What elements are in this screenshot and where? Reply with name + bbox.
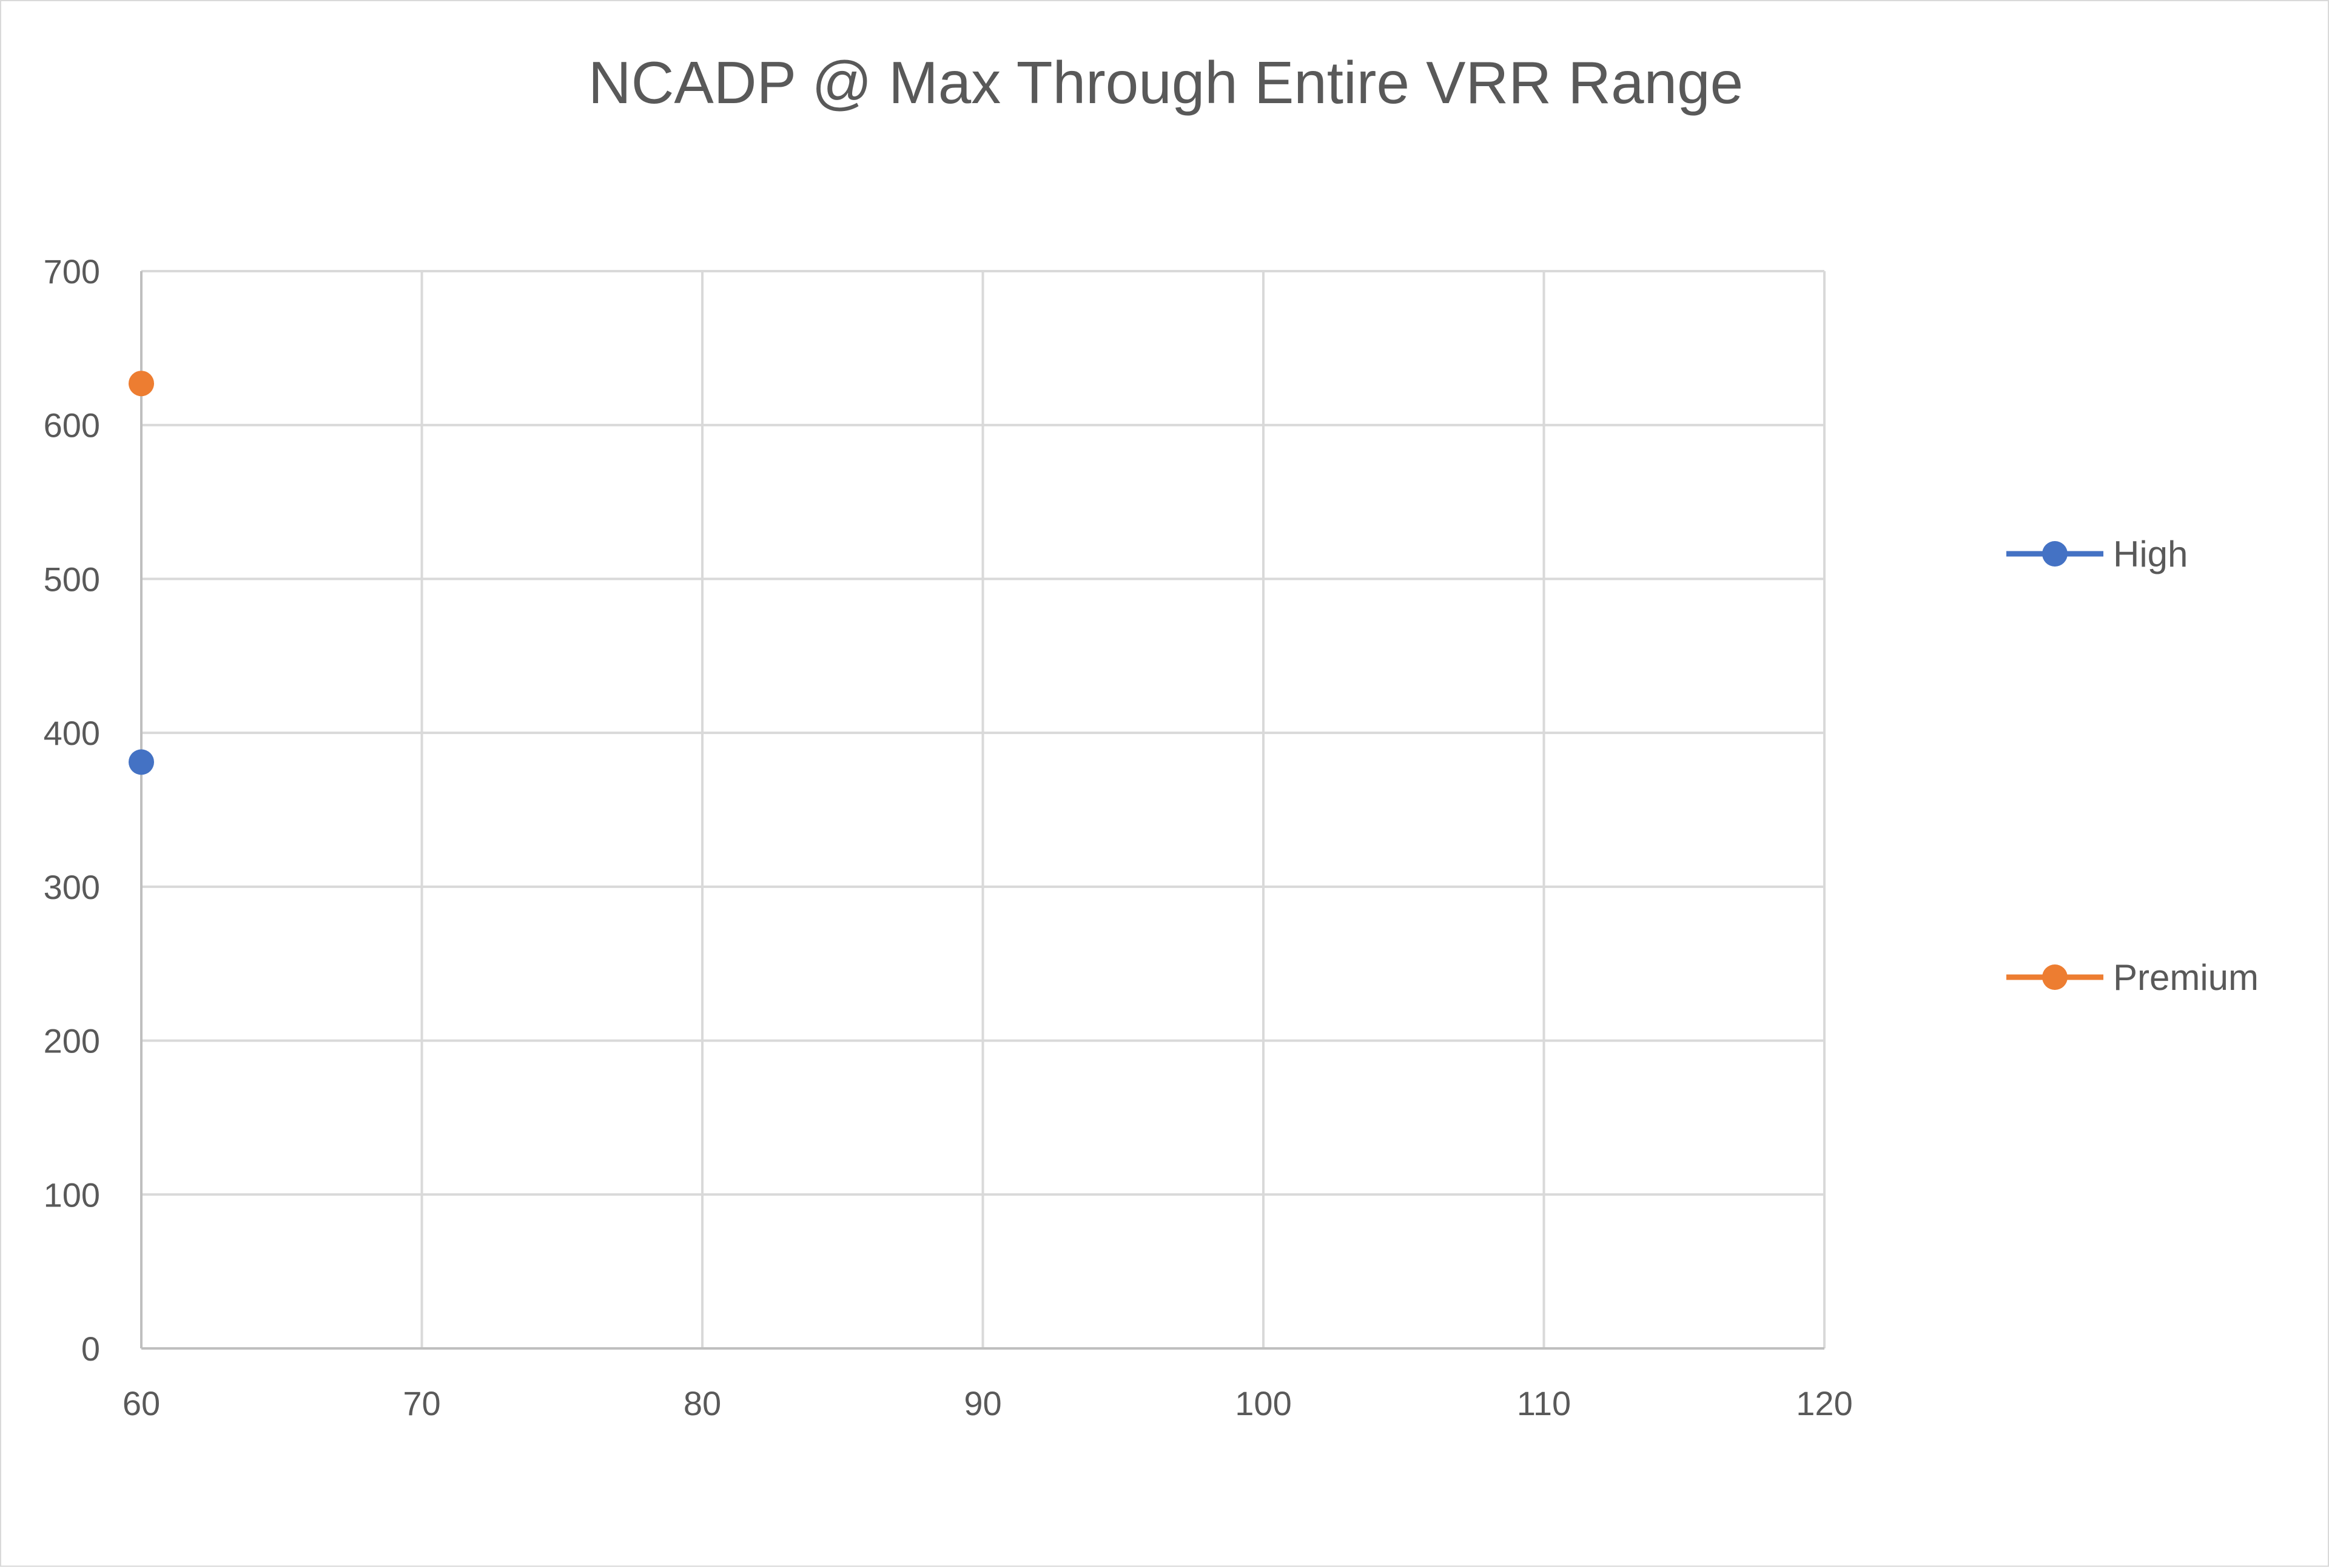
legend-item-high: High	[2006, 534, 2188, 574]
legend-label-premium: Premium	[2113, 957, 2259, 998]
y-tick-label: 400	[44, 714, 100, 752]
x-tick-label: 90	[964, 1384, 1001, 1422]
x-tick-label: 60	[123, 1384, 160, 1422]
chart-title: NCADP @ Max Through Entire VRR Range	[588, 49, 1743, 116]
y-tick-label: 100	[44, 1176, 100, 1214]
legend-label-high: High	[2113, 534, 2188, 574]
y-tick-label: 600	[44, 406, 100, 445]
y-tick-label: 500	[44, 560, 100, 598]
x-tick-label: 120	[1796, 1384, 1852, 1422]
data-point-high	[129, 749, 154, 775]
y-tick-label: 700	[44, 252, 100, 291]
x-tick-label: 100	[1235, 1384, 1291, 1422]
data-point-premium	[129, 371, 154, 397]
series-layer	[129, 371, 154, 775]
legend-item-premium: Premium	[2006, 957, 2259, 998]
legend-marker-premium	[2042, 964, 2068, 990]
x-tick-label: 80	[684, 1384, 721, 1422]
legend: High Premium	[2006, 534, 2259, 998]
x-tick-label: 70	[403, 1384, 440, 1422]
y-tick-label: 300	[44, 868, 100, 906]
y-tick-label: 200	[44, 1022, 100, 1060]
grid-layer	[141, 270, 1826, 1348]
tick-layer: 0 100 200 300 400 500 600 700 60 70 80 90 100 110 120	[44, 252, 1853, 1422]
x-tick-label: 110	[1517, 1384, 1571, 1422]
y-tick-label: 0	[81, 1330, 100, 1368]
legend-marker-high	[2042, 541, 2068, 567]
axis-layer	[140, 271, 1824, 1350]
